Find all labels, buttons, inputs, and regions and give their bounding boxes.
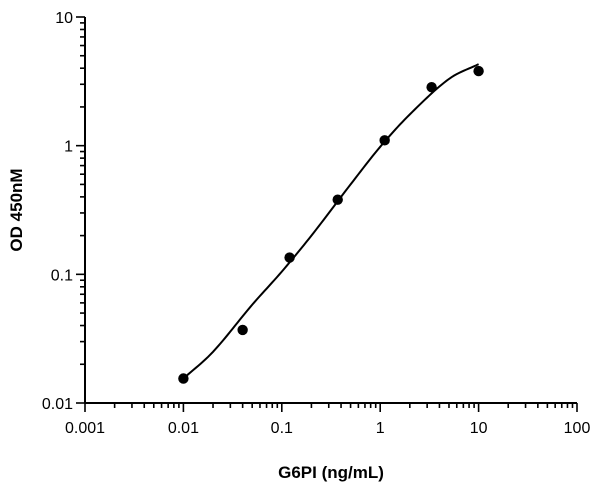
data-point bbox=[379, 135, 390, 146]
x-tick-label: 10 bbox=[470, 420, 488, 437]
y-tick-label: 0.01 bbox=[42, 396, 73, 413]
x-tick-label: 100 bbox=[564, 420, 591, 437]
data-point bbox=[332, 194, 343, 205]
y-tick-label: 1 bbox=[64, 139, 73, 156]
y-tick-label: 0.1 bbox=[51, 267, 73, 284]
fit-curve bbox=[182, 63, 480, 380]
x-axis-ticks: 0.001 0.01 0.1 1 10 100 bbox=[65, 403, 590, 437]
x-tick-label: 1 bbox=[376, 420, 385, 437]
x-axis-title: G6PI (ng/mL) bbox=[278, 463, 384, 482]
x-tick-label: 0.01 bbox=[168, 420, 199, 437]
data-point bbox=[473, 65, 484, 77]
x-tick-label: 0.001 bbox=[65, 420, 105, 437]
data-points bbox=[178, 65, 484, 384]
y-axis-title: OD 450nM bbox=[7, 168, 26, 251]
axes: 0.001 0.01 0.1 1 10 100 0.01 0.1 1 10 bbox=[42, 10, 591, 437]
data-point bbox=[426, 81, 437, 93]
y-axis-ticks: 0.01 0.1 1 10 bbox=[42, 10, 85, 413]
y-tick-label: 10 bbox=[55, 10, 73, 27]
data-point bbox=[284, 252, 295, 263]
data-point bbox=[237, 324, 248, 336]
x-tick-label: 0.1 bbox=[271, 420, 293, 437]
data-point bbox=[178, 373, 189, 384]
